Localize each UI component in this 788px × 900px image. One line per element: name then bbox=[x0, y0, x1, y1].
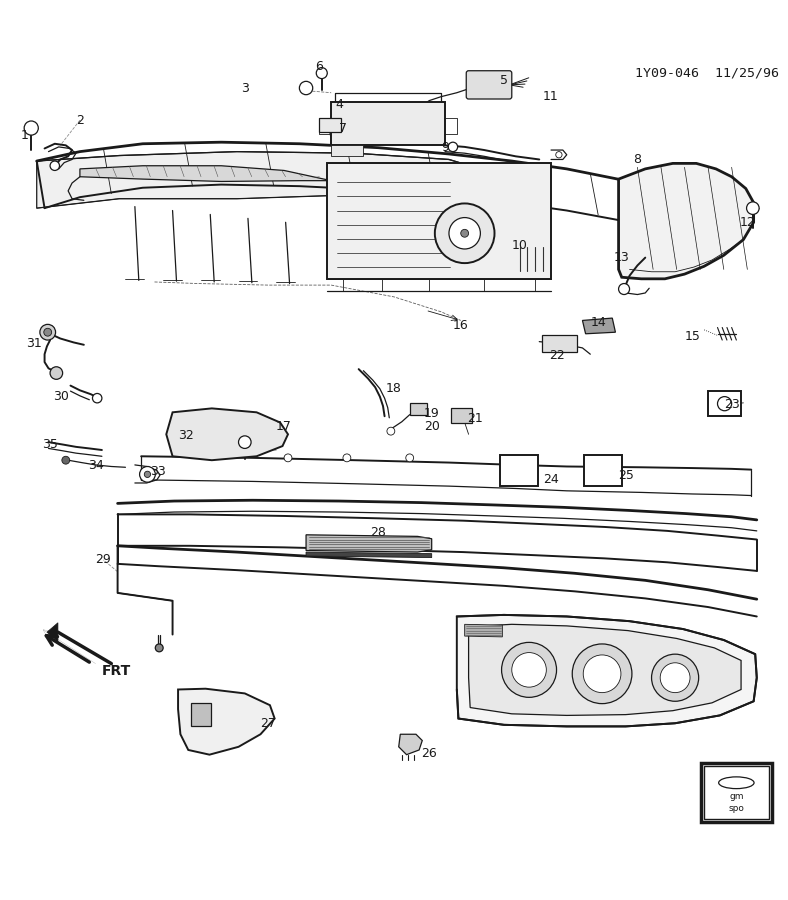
Polygon shape bbox=[178, 688, 275, 755]
Text: 20: 20 bbox=[424, 420, 440, 433]
Text: 13: 13 bbox=[614, 251, 630, 264]
Text: 5: 5 bbox=[500, 75, 508, 87]
Circle shape bbox=[50, 161, 60, 170]
Text: 18: 18 bbox=[386, 382, 402, 395]
Polygon shape bbox=[306, 552, 432, 558]
Polygon shape bbox=[582, 318, 615, 334]
Polygon shape bbox=[469, 625, 741, 716]
Text: 23: 23 bbox=[723, 398, 739, 411]
Bar bbox=[541, 335, 577, 352]
Text: 19: 19 bbox=[424, 407, 440, 419]
Bar bbox=[584, 454, 622, 486]
Text: 3: 3 bbox=[241, 82, 249, 95]
Text: 28: 28 bbox=[370, 526, 386, 539]
Circle shape bbox=[660, 662, 690, 693]
Circle shape bbox=[155, 644, 163, 652]
Text: 27: 27 bbox=[260, 716, 277, 730]
Text: 14: 14 bbox=[590, 316, 606, 329]
Text: 12: 12 bbox=[739, 216, 755, 229]
Circle shape bbox=[652, 654, 699, 701]
Circle shape bbox=[44, 328, 52, 336]
Bar bbox=[319, 118, 341, 132]
Polygon shape bbox=[37, 151, 489, 208]
Text: 1: 1 bbox=[21, 130, 29, 142]
Text: 15: 15 bbox=[685, 329, 701, 343]
Circle shape bbox=[718, 397, 731, 410]
Circle shape bbox=[583, 655, 621, 693]
Ellipse shape bbox=[719, 777, 754, 788]
Bar bbox=[331, 102, 445, 145]
Text: 22: 22 bbox=[549, 349, 565, 363]
Bar bbox=[331, 145, 362, 156]
Bar bbox=[191, 703, 211, 726]
Text: 16: 16 bbox=[453, 320, 469, 332]
Text: gm: gm bbox=[729, 792, 744, 801]
Text: 29: 29 bbox=[95, 554, 111, 566]
Bar bbox=[500, 454, 537, 486]
Text: spo: spo bbox=[728, 804, 745, 813]
Text: 7: 7 bbox=[339, 122, 347, 135]
Bar bbox=[452, 409, 472, 422]
Text: 32: 32 bbox=[178, 428, 194, 442]
Text: 35: 35 bbox=[42, 438, 58, 451]
Text: 2: 2 bbox=[76, 113, 84, 127]
Circle shape bbox=[139, 466, 155, 482]
Circle shape bbox=[284, 454, 292, 462]
Circle shape bbox=[239, 436, 251, 448]
Text: 10: 10 bbox=[511, 239, 528, 252]
Circle shape bbox=[24, 121, 39, 135]
Circle shape bbox=[435, 203, 495, 263]
Polygon shape bbox=[457, 615, 756, 726]
Polygon shape bbox=[465, 625, 503, 637]
Circle shape bbox=[316, 68, 327, 78]
Polygon shape bbox=[619, 164, 753, 279]
Bar bbox=[327, 163, 551, 279]
Text: 6: 6 bbox=[315, 60, 323, 73]
Text: 9: 9 bbox=[441, 141, 449, 154]
Circle shape bbox=[449, 218, 481, 249]
Bar bbox=[410, 403, 427, 415]
Circle shape bbox=[387, 428, 395, 435]
Circle shape bbox=[92, 393, 102, 403]
Circle shape bbox=[556, 151, 562, 158]
Circle shape bbox=[61, 456, 69, 464]
Circle shape bbox=[448, 142, 458, 151]
Text: 33: 33 bbox=[151, 464, 166, 478]
Text: 21: 21 bbox=[467, 412, 483, 425]
Circle shape bbox=[50, 367, 62, 379]
Text: 8: 8 bbox=[634, 153, 641, 166]
Circle shape bbox=[343, 454, 351, 462]
Polygon shape bbox=[47, 623, 58, 642]
Text: FRT: FRT bbox=[102, 664, 131, 679]
Circle shape bbox=[406, 454, 414, 462]
Circle shape bbox=[144, 472, 151, 478]
Circle shape bbox=[40, 324, 56, 340]
Circle shape bbox=[299, 81, 313, 94]
Text: 26: 26 bbox=[422, 747, 437, 760]
Text: 31: 31 bbox=[27, 338, 43, 350]
Text: 25: 25 bbox=[618, 469, 634, 482]
Bar bbox=[701, 762, 771, 823]
Text: 4: 4 bbox=[335, 98, 343, 111]
Circle shape bbox=[746, 202, 759, 214]
Circle shape bbox=[572, 644, 632, 704]
Bar bbox=[708, 392, 741, 416]
Circle shape bbox=[619, 284, 630, 294]
Text: 24: 24 bbox=[543, 473, 559, 486]
FancyBboxPatch shape bbox=[466, 71, 511, 99]
Text: 1Y09-046  11/25/96: 1Y09-046 11/25/96 bbox=[635, 67, 779, 80]
Circle shape bbox=[502, 643, 556, 698]
Text: 30: 30 bbox=[53, 390, 69, 403]
Polygon shape bbox=[399, 734, 422, 755]
Text: 11: 11 bbox=[543, 90, 559, 104]
Bar bbox=[704, 766, 768, 819]
Circle shape bbox=[461, 230, 469, 238]
Polygon shape bbox=[80, 166, 331, 182]
Text: 17: 17 bbox=[276, 420, 292, 433]
Polygon shape bbox=[306, 535, 432, 552]
Circle shape bbox=[511, 652, 546, 687]
Polygon shape bbox=[166, 409, 288, 460]
Text: 34: 34 bbox=[87, 459, 103, 472]
